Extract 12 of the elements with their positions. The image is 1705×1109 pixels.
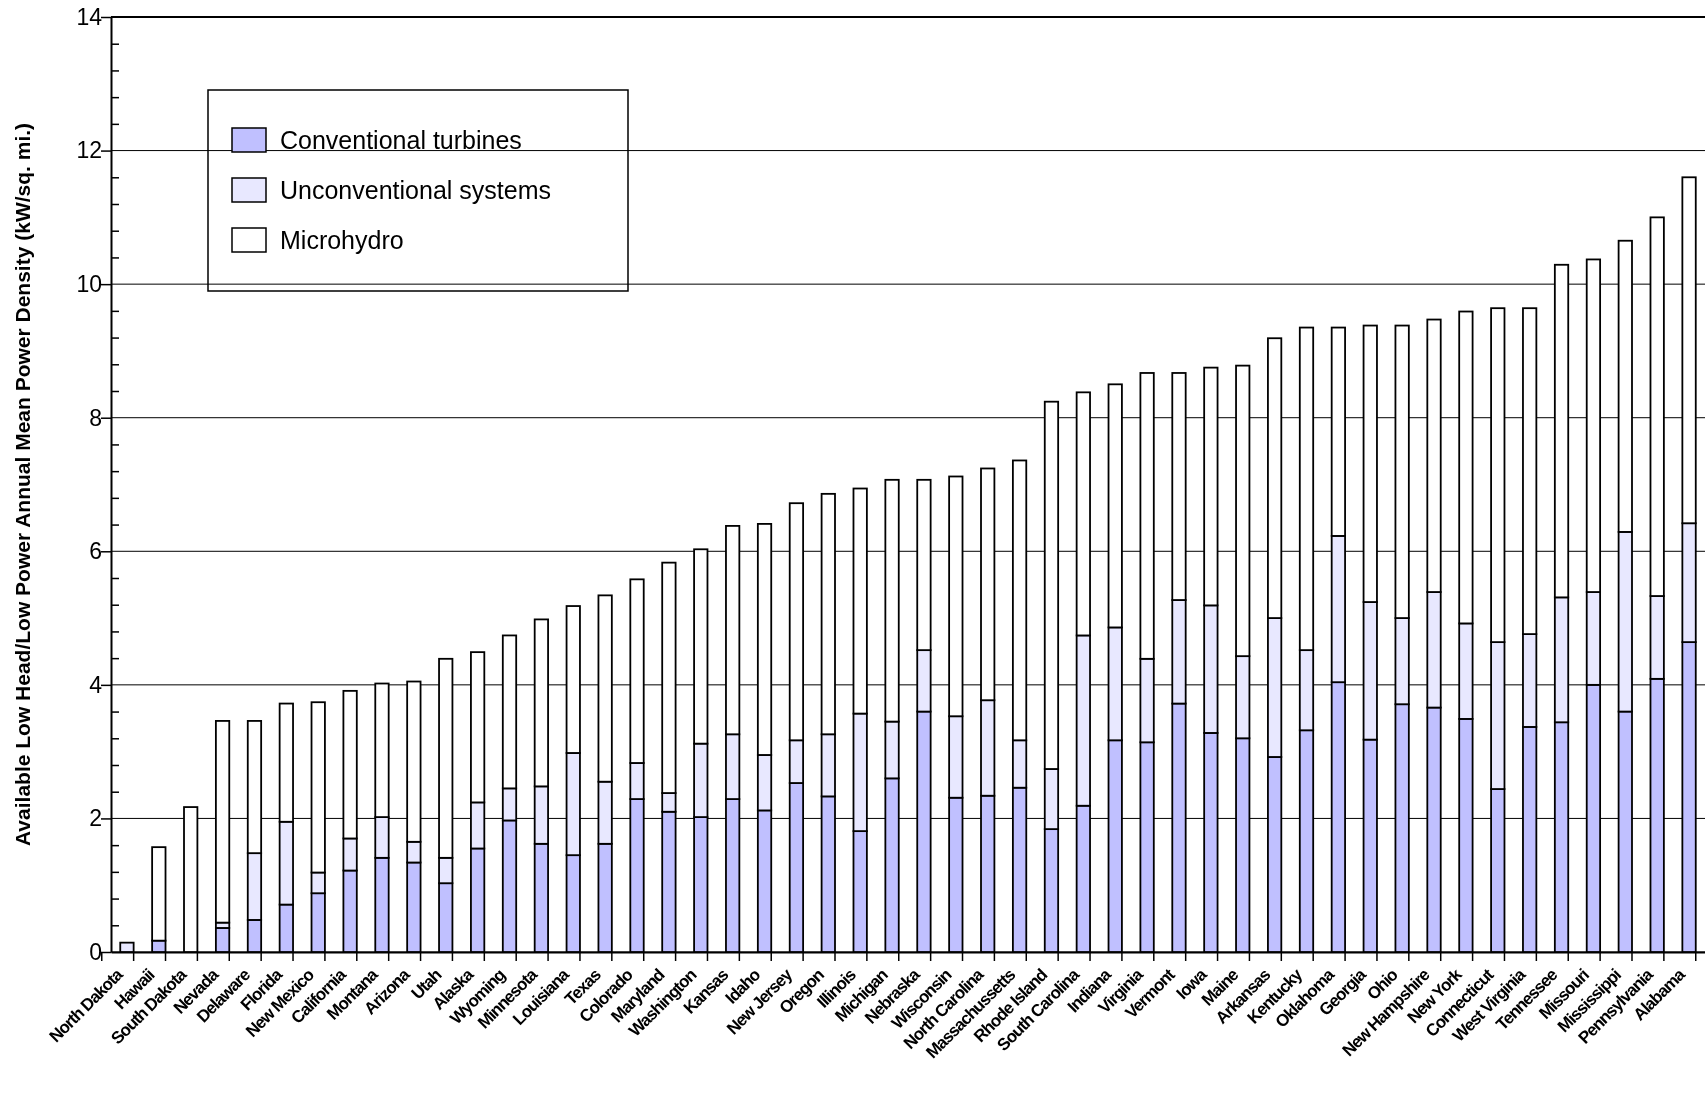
y-tick-label: 10 xyxy=(76,271,102,297)
y-tick-label: 2 xyxy=(89,805,102,832)
legend-label: Unconventional systems xyxy=(280,175,551,204)
y-tick-label: 4 xyxy=(89,671,103,698)
y-tick-label: 0 xyxy=(89,938,102,965)
y-axis-title: Available Low Head/Low Power Annual Mean Power Density (kW/sq. mi.) xyxy=(11,122,34,847)
y-tick-label: 14 xyxy=(76,3,103,30)
y-tick-label: 12 xyxy=(76,137,102,164)
y-tick-label: 8 xyxy=(89,404,102,431)
y-tick-label: 6 xyxy=(89,538,102,565)
legend-label: Conventional turbines xyxy=(280,125,522,154)
legend-label: Microhydro xyxy=(280,225,404,254)
